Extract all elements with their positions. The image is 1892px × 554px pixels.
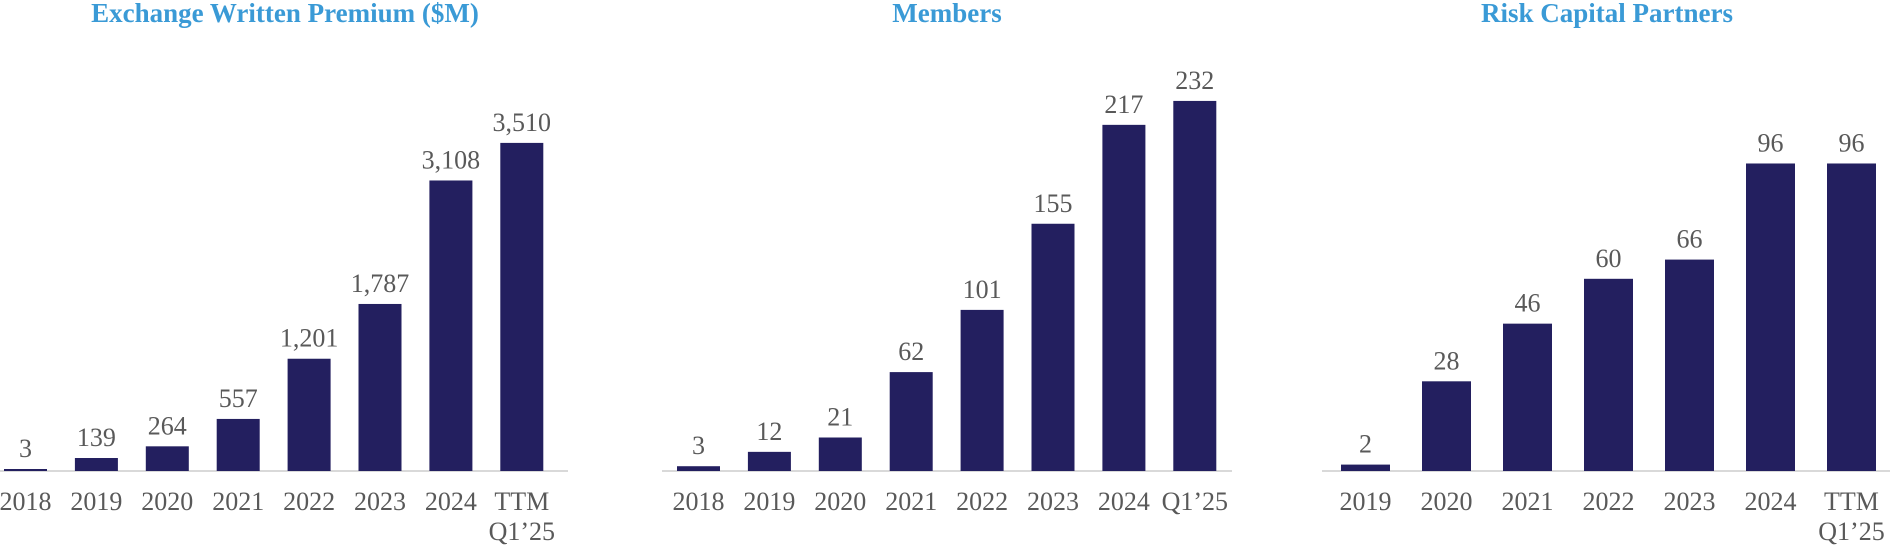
data-label: 3 xyxy=(692,431,705,460)
bar xyxy=(890,372,933,471)
x-tick-label: 2022 xyxy=(956,487,1008,516)
bar xyxy=(1584,279,1633,471)
x-tick-label: 2020 xyxy=(141,487,193,516)
x-tick-label: 2024 xyxy=(1098,487,1150,516)
data-label: 1,201 xyxy=(280,324,339,353)
data-label: 28 xyxy=(1434,346,1460,375)
x-tick-label: 2021 xyxy=(1502,487,1554,516)
data-label: 217 xyxy=(1104,90,1143,119)
bar xyxy=(429,180,472,471)
bar xyxy=(748,452,791,471)
chart-panel-members: Members 3 2018 12 2019 21 2020 62 2021 101 2022 15… xyxy=(662,0,1232,554)
x-tick-label: 2019 xyxy=(1340,487,1392,516)
x-tick-label: 2021 xyxy=(212,487,264,516)
bar xyxy=(961,310,1004,471)
x-tick-label: Q1’25 xyxy=(1162,487,1228,516)
x-tick-label: 2024 xyxy=(425,487,477,516)
bar xyxy=(75,458,118,471)
bar-chart-partners: 2 2019 28 2020 46 2021 60 2022 66 2023 96 2024 96 TTM… xyxy=(1322,0,1892,554)
data-label: 2 xyxy=(1359,430,1372,459)
bar xyxy=(1102,125,1145,471)
data-label: 96 xyxy=(1839,128,1865,157)
x-tick-label: 2023 xyxy=(1027,487,1079,516)
data-label: 96 xyxy=(1758,128,1784,157)
data-label: 66 xyxy=(1677,225,1703,254)
data-label: 232 xyxy=(1175,66,1214,95)
data-label: 264 xyxy=(148,411,187,440)
data-label: 557 xyxy=(219,384,258,413)
x-tick-label: 2023 xyxy=(1664,487,1716,516)
data-label: 155 xyxy=(1034,189,1073,218)
x-tick-label: 2021 xyxy=(885,487,937,516)
bar xyxy=(146,446,189,471)
x-tick-label: 2019 xyxy=(70,487,122,516)
data-label: 21 xyxy=(827,403,853,432)
chart-panel-premium: Exchange Written Premium ($M) 3 2018 139 20… xyxy=(0,0,570,554)
x-tick-label: 2024 xyxy=(1745,487,1797,516)
data-label: 60 xyxy=(1596,244,1622,273)
x-tick-label: TTM Q1’25 xyxy=(489,487,555,546)
x-tick-label: 2020 xyxy=(1421,487,1473,516)
bar xyxy=(819,438,862,471)
x-tick-label: 2018 xyxy=(0,487,52,516)
x-tick-label: 2023 xyxy=(354,487,406,516)
data-label: 101 xyxy=(963,275,1002,304)
data-label: 62 xyxy=(898,337,924,366)
bar xyxy=(288,359,331,471)
data-label: 3 xyxy=(19,434,32,463)
bar xyxy=(1341,465,1390,471)
bar xyxy=(217,419,260,471)
data-label: 12 xyxy=(756,417,782,446)
x-tick-label: 2022 xyxy=(1583,487,1635,516)
x-tick-label: 2022 xyxy=(283,487,335,516)
bar xyxy=(1503,324,1552,471)
bar xyxy=(1665,260,1714,471)
data-label: 3,510 xyxy=(493,108,552,137)
bar xyxy=(1422,381,1471,471)
bar-chart-members: 3 2018 12 2019 21 2020 62 2021 101 2022 155 2023 217… xyxy=(662,0,1232,554)
bar xyxy=(1173,101,1216,471)
bar xyxy=(1746,163,1795,471)
x-tick-label: TTM Q1’25 xyxy=(1818,487,1884,546)
x-tick-label: 2019 xyxy=(743,487,795,516)
data-label: 139 xyxy=(77,423,116,452)
x-tick-label: 2020 xyxy=(814,487,866,516)
data-label: 3,108 xyxy=(422,145,481,174)
x-tick-label: 2018 xyxy=(673,487,725,516)
bar xyxy=(4,469,47,471)
chart-panel-partners: Risk Capital Partners 2 2019 28 2020 46 2021 6… xyxy=(1322,0,1892,554)
bar-chart-premium: 3 2018 139 2019 264 2020 557 2021 1,201 2022 1,787… xyxy=(0,0,570,554)
data-label: 1,787 xyxy=(351,269,410,298)
bar xyxy=(677,466,720,471)
bar xyxy=(1032,224,1075,471)
bar xyxy=(1827,163,1876,471)
bar xyxy=(500,143,543,471)
bar xyxy=(359,304,402,471)
data-label: 46 xyxy=(1515,289,1541,318)
